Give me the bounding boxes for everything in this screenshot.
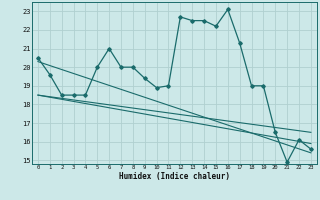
X-axis label: Humidex (Indice chaleur): Humidex (Indice chaleur) bbox=[119, 172, 230, 181]
